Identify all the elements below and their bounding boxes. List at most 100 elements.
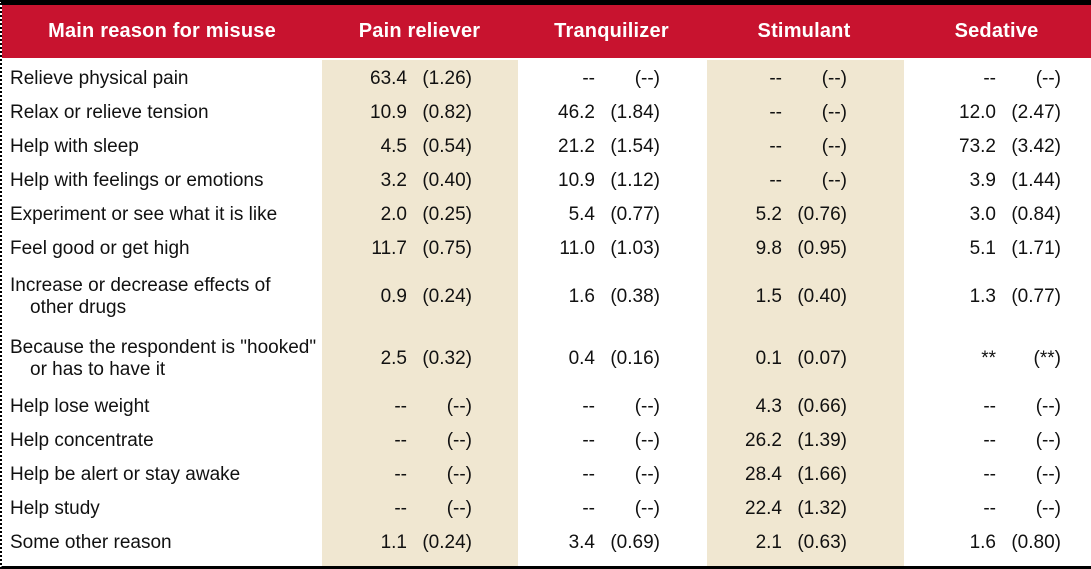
tranquilizer-cell: 3.4 (0.69) — [517, 532, 706, 554]
table-row: Experiment or see what it is like 2.0 (0.… — [2, 198, 1091, 232]
standard-error-value: (0.32) — [422, 348, 472, 369]
tranquilizer-cell: 46.2 (1.84) — [517, 102, 706, 124]
tranquilizer-cell: -- (--) — [517, 430, 706, 452]
sedative-cell: 3.9 (1.44) — [902, 170, 1091, 192]
table-row: Some other reason 1.1 (0.24) 3.4 (0.69) 2.… — [2, 526, 1091, 560]
estimate-value: -- — [769, 170, 782, 191]
tranquilizer-cell: 21.2 (1.54) — [517, 136, 706, 158]
pain-reliever-cell: 10.9 (0.82) — [322, 102, 517, 124]
table-row: Help concentrate -- (--) -- (--) 26.2 (1.39… — [2, 424, 1091, 458]
estimate-value: 73.2 — [959, 136, 996, 157]
tranquilizer-cell: -- (--) — [517, 498, 706, 520]
sedative-cell: -- (--) — [902, 68, 1091, 90]
standard-error-value: (0.69) — [610, 532, 660, 553]
reason-label: Help lose weight — [10, 395, 150, 417]
estimate-value: 63.4 — [370, 68, 407, 89]
pain-reliever-cell: 2.5 (0.32) — [322, 348, 517, 370]
pain-reliever-cell: 11.7 (0.75) — [322, 238, 517, 260]
pain-reliever-cell: -- (--) — [322, 430, 517, 452]
standard-error-value: (--) — [821, 102, 847, 123]
sedative-cell: 1.6 (0.80) — [902, 532, 1091, 554]
stimulant-cell: 22.4 (1.32) — [706, 498, 902, 520]
standard-error-value: (0.76) — [797, 204, 847, 225]
standard-error-value: (0.07) — [797, 348, 847, 369]
standard-error-value: (0.95) — [797, 238, 847, 259]
standard-error-value: (3.42) — [1011, 136, 1061, 157]
standard-error-value: (0.16) — [610, 348, 660, 369]
sedative-cell: 3.0 (0.84) — [902, 204, 1091, 226]
tranquilizer-cell: -- (--) — [517, 396, 706, 418]
estimate-value: 1.6 — [969, 532, 996, 553]
standard-error-value: (0.77) — [1011, 286, 1061, 307]
table-row: Feel good or get high 11.7 (0.75) 11.0 (1.… — [2, 232, 1091, 266]
estimate-value: -- — [394, 430, 407, 451]
table-row: Help be alert or stay awake -- (--) -- (--… — [2, 458, 1091, 492]
table-body: Relieve physical pain 63.4 (1.26) -- (--) … — [2, 58, 1091, 566]
stimulant-cell: 9.8 (0.95) — [706, 238, 902, 260]
standard-error-value: (0.25) — [422, 204, 472, 225]
estimate-value: 5.1 — [969, 238, 996, 259]
standard-error-value: (0.24) — [422, 286, 472, 307]
pain-reliever-cell: 1.1 (0.24) — [322, 532, 517, 554]
table-row: Help study -- (--) -- (--) 22.4 (1.32) -- (-… — [2, 492, 1091, 526]
reason-label: Relax or relieve tension — [10, 101, 209, 123]
sedative-cell: 5.1 (1.71) — [902, 238, 1091, 260]
standard-error-value: (1.54) — [610, 136, 660, 157]
standard-error-value: (0.54) — [422, 136, 472, 157]
sedative-cell: -- (--) — [902, 396, 1091, 418]
standard-error-value: (--) — [446, 498, 472, 519]
stimulant-cell: 26.2 (1.39) — [706, 430, 902, 452]
standard-error-value: (0.40) — [797, 286, 847, 307]
stimulant-column-band — [707, 60, 904, 566]
estimate-value: 3.0 — [969, 204, 996, 225]
standard-error-value: (2.47) — [1011, 102, 1061, 123]
standard-error-value: (0.38) — [610, 286, 660, 307]
estimate-value: -- — [582, 464, 595, 485]
estimate-value: 22.4 — [745, 498, 782, 519]
stimulant-cell: 0.1 (0.07) — [706, 348, 902, 370]
estimate-value: 4.5 — [380, 136, 407, 157]
estimate-value: -- — [394, 498, 407, 519]
standard-error-value: (1.03) — [610, 238, 660, 259]
estimate-value: 9.8 — [755, 238, 782, 259]
table-row: Help with sleep 4.5 (0.54) 21.2 (1.54) -- (… — [2, 130, 1091, 164]
standard-error-value: (0.82) — [422, 102, 472, 123]
estimate-value: -- — [582, 396, 595, 417]
pain-reliever-cell: 2.0 (0.25) — [322, 204, 517, 226]
estimate-value: ** — [981, 348, 996, 369]
reason-label: Because the respondent is "hooked" or ha… — [10, 336, 317, 380]
stimulant-cell: 2.1 (0.63) — [706, 532, 902, 554]
estimate-value: -- — [983, 464, 996, 485]
standard-error-value: (--) — [1035, 498, 1061, 519]
sedative-cell: -- (--) — [902, 498, 1091, 520]
pain-reliever-column-band — [322, 60, 518, 566]
estimate-value: 1.1 — [380, 532, 407, 553]
standard-error-value: (--) — [634, 464, 660, 485]
sedative-cell: -- (--) — [902, 464, 1091, 486]
reason-label: Increase or decrease effects of other dr… — [10, 274, 271, 318]
estimate-value: 10.9 — [370, 102, 407, 123]
tranquilizer-cell: 11.0 (1.03) — [517, 238, 706, 260]
table-row: Relieve physical pain 63.4 (1.26) -- (--) … — [2, 62, 1091, 96]
pain-reliever-cell: 3.2 (0.40) — [322, 170, 517, 192]
table-row: Because the respondent is "hooked" or ha… — [2, 328, 1091, 390]
estimate-value: -- — [394, 396, 407, 417]
estimate-value: -- — [769, 68, 782, 89]
standard-error-value: (--) — [821, 170, 847, 191]
stimulant-cell: 5.2 (0.76) — [706, 204, 902, 226]
standard-error-value: (1.12) — [610, 170, 660, 191]
estimate-value: 21.2 — [558, 136, 595, 157]
pain-reliever-cell: -- (--) — [322, 396, 517, 418]
table-row: Relax or relieve tension 10.9 (0.82) 46.2… — [2, 96, 1091, 130]
pain-reliever-cell: 0.9 (0.24) — [322, 286, 517, 308]
reason-label: Relieve physical pain — [10, 67, 189, 89]
standard-error-value: (--) — [634, 396, 660, 417]
standard-error-value: (--) — [446, 464, 472, 485]
estimate-value: 5.2 — [755, 204, 782, 225]
standard-error-value: (0.24) — [422, 532, 472, 553]
estimate-value: -- — [582, 430, 595, 451]
standard-error-value: (0.40) — [422, 170, 472, 191]
estimate-value: -- — [582, 498, 595, 519]
pain-reliever-cell: -- (--) — [322, 464, 517, 486]
